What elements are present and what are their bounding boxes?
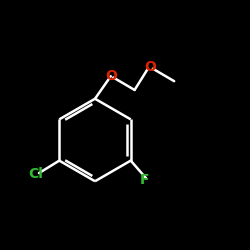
Text: O: O xyxy=(105,69,117,83)
Text: Cl: Cl xyxy=(28,168,43,181)
Text: O: O xyxy=(144,60,156,74)
Text: F: F xyxy=(140,173,149,187)
